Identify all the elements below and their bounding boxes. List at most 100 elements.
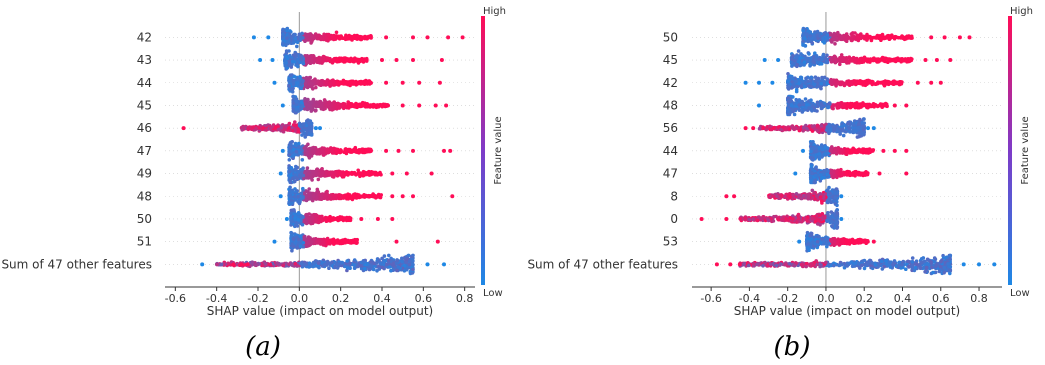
- feature-swarm-2: [272, 73, 442, 94]
- data-point: [328, 81, 333, 86]
- data-point: [290, 190, 295, 195]
- data-point: [367, 35, 372, 40]
- data-point: [287, 170, 292, 174]
- data-point: [293, 168, 298, 172]
- data-point: [357, 103, 362, 108]
- feature-swarm-5: [280, 140, 453, 162]
- data-point: [843, 38, 848, 43]
- data-point: [305, 60, 310, 65]
- data-point: [320, 192, 325, 196]
- data-point: [346, 35, 350, 40]
- data-point: [352, 266, 357, 271]
- data-point: [290, 201, 294, 206]
- colorbar-low-label: Low: [483, 288, 503, 299]
- data-point: [304, 238, 309, 242]
- x-tick-label: -0.6: [165, 292, 186, 305]
- data-point: [396, 148, 401, 153]
- data-point: [319, 81, 324, 85]
- data-point: [369, 172, 373, 177]
- data-point: [360, 148, 364, 152]
- data-point: [301, 215, 305, 219]
- data-point: [303, 191, 307, 195]
- data-point: [293, 223, 298, 227]
- data-point: [411, 148, 415, 153]
- data-point: [408, 259, 412, 263]
- data-point: [825, 33, 830, 37]
- data-point: [417, 80, 422, 85]
- feature-swarm-3: [280, 94, 449, 115]
- data-point: [375, 261, 379, 265]
- data-point: [342, 79, 347, 84]
- data-point: [387, 253, 391, 258]
- data-point: [395, 268, 399, 273]
- data-point: [181, 126, 186, 131]
- data-point: [448, 148, 453, 153]
- data-point: [294, 149, 299, 154]
- data-point: [296, 194, 300, 199]
- data-point: [821, 36, 825, 41]
- data-point: [327, 240, 331, 244]
- data-point: [286, 39, 291, 44]
- data-point: [309, 41, 313, 45]
- feature-swarm-0: [801, 26, 972, 48]
- data-point: [375, 172, 380, 177]
- data-point: [295, 107, 299, 111]
- data-point: [801, 28, 805, 33]
- data-point: [352, 193, 357, 198]
- data-point: [364, 57, 369, 62]
- data-point: [287, 153, 292, 157]
- data-point: [345, 217, 350, 221]
- data-point: [324, 36, 329, 40]
- data-point: [295, 78, 300, 82]
- data-point: [301, 60, 305, 64]
- data-point: [352, 263, 356, 267]
- data-point: [334, 30, 339, 35]
- data-point: [291, 94, 296, 99]
- data-point: [396, 265, 401, 269]
- data-point: [320, 167, 324, 171]
- data-point: [299, 196, 304, 200]
- data-point: [295, 44, 299, 49]
- data-point: [411, 35, 415, 40]
- data-point: [331, 57, 336, 62]
- data-point: [367, 80, 371, 84]
- data-point: [305, 102, 310, 107]
- data-point: [315, 240, 320, 244]
- data-point: [285, 56, 290, 61]
- data-point: [266, 35, 271, 40]
- feature-label: 46: [137, 121, 152, 135]
- data-point: [303, 262, 307, 267]
- data-point: [312, 237, 316, 241]
- data-point: [288, 73, 293, 77]
- colorbar-high-label: High: [483, 6, 506, 17]
- data-point: [322, 98, 327, 102]
- data-point: [299, 100, 304, 105]
- data-point: [326, 149, 330, 154]
- data-point: [442, 148, 446, 153]
- data-point: [411, 58, 415, 63]
- data-point: [292, 104, 296, 108]
- data-point: [361, 194, 366, 198]
- data-point: [251, 35, 256, 40]
- feature-label: 44: [137, 76, 152, 90]
- data-point: [810, 41, 814, 45]
- data-point: [293, 36, 298, 41]
- data-point: [340, 260, 345, 265]
- data-point: [356, 264, 360, 269]
- data-point: [289, 140, 293, 145]
- data-point: [307, 156, 312, 160]
- data-point: [304, 152, 308, 157]
- data-point: [284, 216, 289, 221]
- feature-label: 51: [137, 235, 152, 249]
- data-point: [306, 142, 310, 147]
- data-point: [384, 80, 389, 85]
- data-point: [864, 36, 869, 40]
- data-point: [314, 217, 318, 222]
- data-point: [386, 258, 391, 263]
- data-point: [281, 41, 285, 45]
- data-point: [359, 216, 364, 221]
- data-point: [281, 27, 285, 32]
- data-point: [319, 103, 324, 108]
- data-point: [326, 32, 331, 37]
